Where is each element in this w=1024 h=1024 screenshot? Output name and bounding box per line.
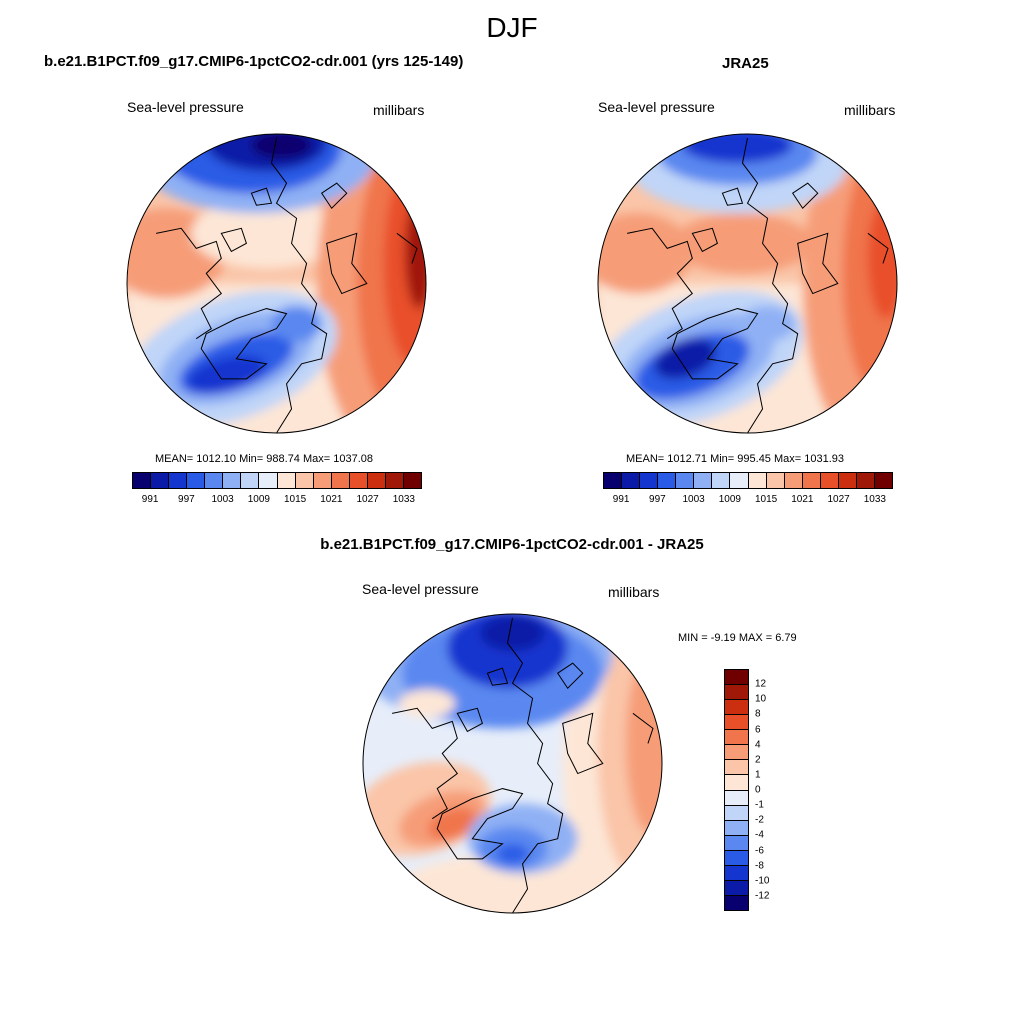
colorbar-tick-label: 991 <box>612 494 630 505</box>
diff-colorbar <box>724 669 749 911</box>
diff-panel-title: b.e21.B1PCT.f09_g17.CMIP6-1pctCO2-cdr.00… <box>320 536 704 553</box>
model-stats: MEAN= 1012.10 Min= 988.74 Max= 1037.08 <box>155 453 374 465</box>
colorbar-swatch <box>367 473 386 488</box>
colorbar-swatch <box>241 473 260 488</box>
colorbar-swatch <box>874 473 892 488</box>
obs-colorbar <box>603 472 893 489</box>
colorbar-swatch <box>784 473 803 488</box>
colorbar-tick-label: 10 <box>755 693 767 705</box>
colorbar-tick-label: 2 <box>755 754 761 766</box>
colorbar-tick-label: 8 <box>755 708 761 720</box>
colorbar-swatch <box>151 473 170 488</box>
colorbar-swatch <box>820 473 839 488</box>
obs-units-label: millibars <box>844 102 896 118</box>
colorbar-swatch <box>640 473 659 488</box>
colorbar-swatch <box>725 790 748 806</box>
colorbar-swatch <box>725 865 748 881</box>
colorbar-tick-label: 1009 <box>247 494 270 505</box>
colorbar-tick-label: 991 <box>141 494 159 505</box>
model-field-label: Sea-level pressure <box>127 99 244 115</box>
colorbar-swatch <box>725 670 748 686</box>
obs-slp-map <box>597 133 898 434</box>
colorbar-swatch <box>676 473 695 488</box>
model-colorbar <box>132 472 422 489</box>
colorbar-swatch <box>712 473 731 488</box>
colorbar-swatch <box>725 715 748 731</box>
colorbar-swatch <box>725 835 748 851</box>
colorbar-tick-label: -6 <box>755 845 764 856</box>
obs-panel-title: JRA25 <box>722 55 769 72</box>
colorbar-swatch <box>295 473 314 488</box>
colorbar-tick-label: 1003 <box>211 494 234 505</box>
colorbar-swatch <box>277 473 296 488</box>
colorbar-tick-label: 4 <box>755 739 761 751</box>
colorbar-swatch <box>313 473 332 488</box>
colorbar-swatch <box>725 820 748 836</box>
colorbar-swatch <box>730 473 749 488</box>
colorbar-swatch <box>725 745 748 761</box>
colorbar-swatch <box>725 850 748 866</box>
colorbar-swatch <box>725 730 748 746</box>
colorbar-swatch <box>187 473 206 488</box>
colorbar-tick-label: 1015 <box>284 494 307 505</box>
obs-stats: MEAN= 1012.71 Min= 995.45 Max= 1031.93 <box>626 453 845 465</box>
colorbar-tick-label: -1 <box>755 799 764 811</box>
colorbar-swatch <box>223 473 242 488</box>
colorbar-swatch <box>725 685 748 701</box>
colorbar-swatch <box>622 473 641 488</box>
colorbar-tick-label: 1015 <box>755 494 778 505</box>
colorbar-tick-label: 1009 <box>718 494 741 505</box>
colorbar-swatch <box>725 880 748 896</box>
colorbar-swatch <box>856 473 875 488</box>
colorbar-tick-label: -10 <box>755 875 770 887</box>
colorbar-swatch <box>205 473 224 488</box>
colorbar-tick-label: 1027 <box>356 494 379 505</box>
colorbar-tick-label: 1003 <box>682 494 705 505</box>
figure-title: DJF <box>486 12 538 43</box>
colorbar-swatch <box>766 473 785 488</box>
model-slp-map <box>126 133 427 434</box>
diff-field-label: Sea-level pressure <box>362 581 479 597</box>
colorbar-swatch <box>331 473 350 488</box>
colorbar-swatch <box>748 473 767 488</box>
colorbar-tick-label: -12 <box>755 890 770 902</box>
colorbar-tick-label: 1027 <box>827 494 850 505</box>
colorbar-tick-label: 997 <box>178 494 195 505</box>
colorbar-tick-label: 997 <box>649 494 666 505</box>
colorbar-tick-label: -8 <box>755 860 764 872</box>
diff-slp-map <box>362 613 663 914</box>
colorbar-swatch <box>169 473 188 488</box>
colorbar-tick-label: 1021 <box>320 494 343 505</box>
colorbar-tick-label: 1033 <box>392 494 415 505</box>
obs-field-label: Sea-level pressure <box>598 99 715 115</box>
colorbar-swatch <box>725 805 748 821</box>
colorbar-tick-label: 12 <box>755 678 767 690</box>
colorbar-tick-label: -2 <box>755 814 764 826</box>
model-units-label: millibars <box>373 102 425 118</box>
colorbar-swatch <box>133 473 152 488</box>
colorbar-tick-label: 6 <box>755 724 761 735</box>
colorbar-swatch <box>725 700 748 716</box>
colorbar-swatch <box>725 775 748 791</box>
colorbar-tick-label: 1033 <box>863 494 886 505</box>
colorbar-tick-label: 1021 <box>791 494 814 505</box>
model-panel-title: b.e21.B1PCT.f09_g17.CMIP6-1pctCO2-cdr.00… <box>44 53 464 70</box>
colorbar-swatch <box>658 473 677 488</box>
colorbar-swatch <box>385 473 404 488</box>
diff-units-label: millibars <box>608 584 660 600</box>
colorbar-swatch <box>403 473 421 488</box>
colorbar-swatch <box>604 473 623 488</box>
colorbar-swatch <box>838 473 857 488</box>
colorbar-tick-label: -4 <box>755 829 764 841</box>
colorbar-swatch <box>694 473 713 488</box>
colorbar-swatch <box>259 473 278 488</box>
colorbar-swatch <box>725 760 748 776</box>
colorbar-tick-label: 1 <box>755 769 761 781</box>
colorbar-swatch <box>349 473 368 488</box>
colorbar-tick-label: 0 <box>755 784 761 796</box>
colorbar-swatch <box>802 473 821 488</box>
diff-stats: MIN = -9.19 MAX = 6.79 <box>678 632 797 644</box>
colorbar-swatch <box>725 895 748 910</box>
